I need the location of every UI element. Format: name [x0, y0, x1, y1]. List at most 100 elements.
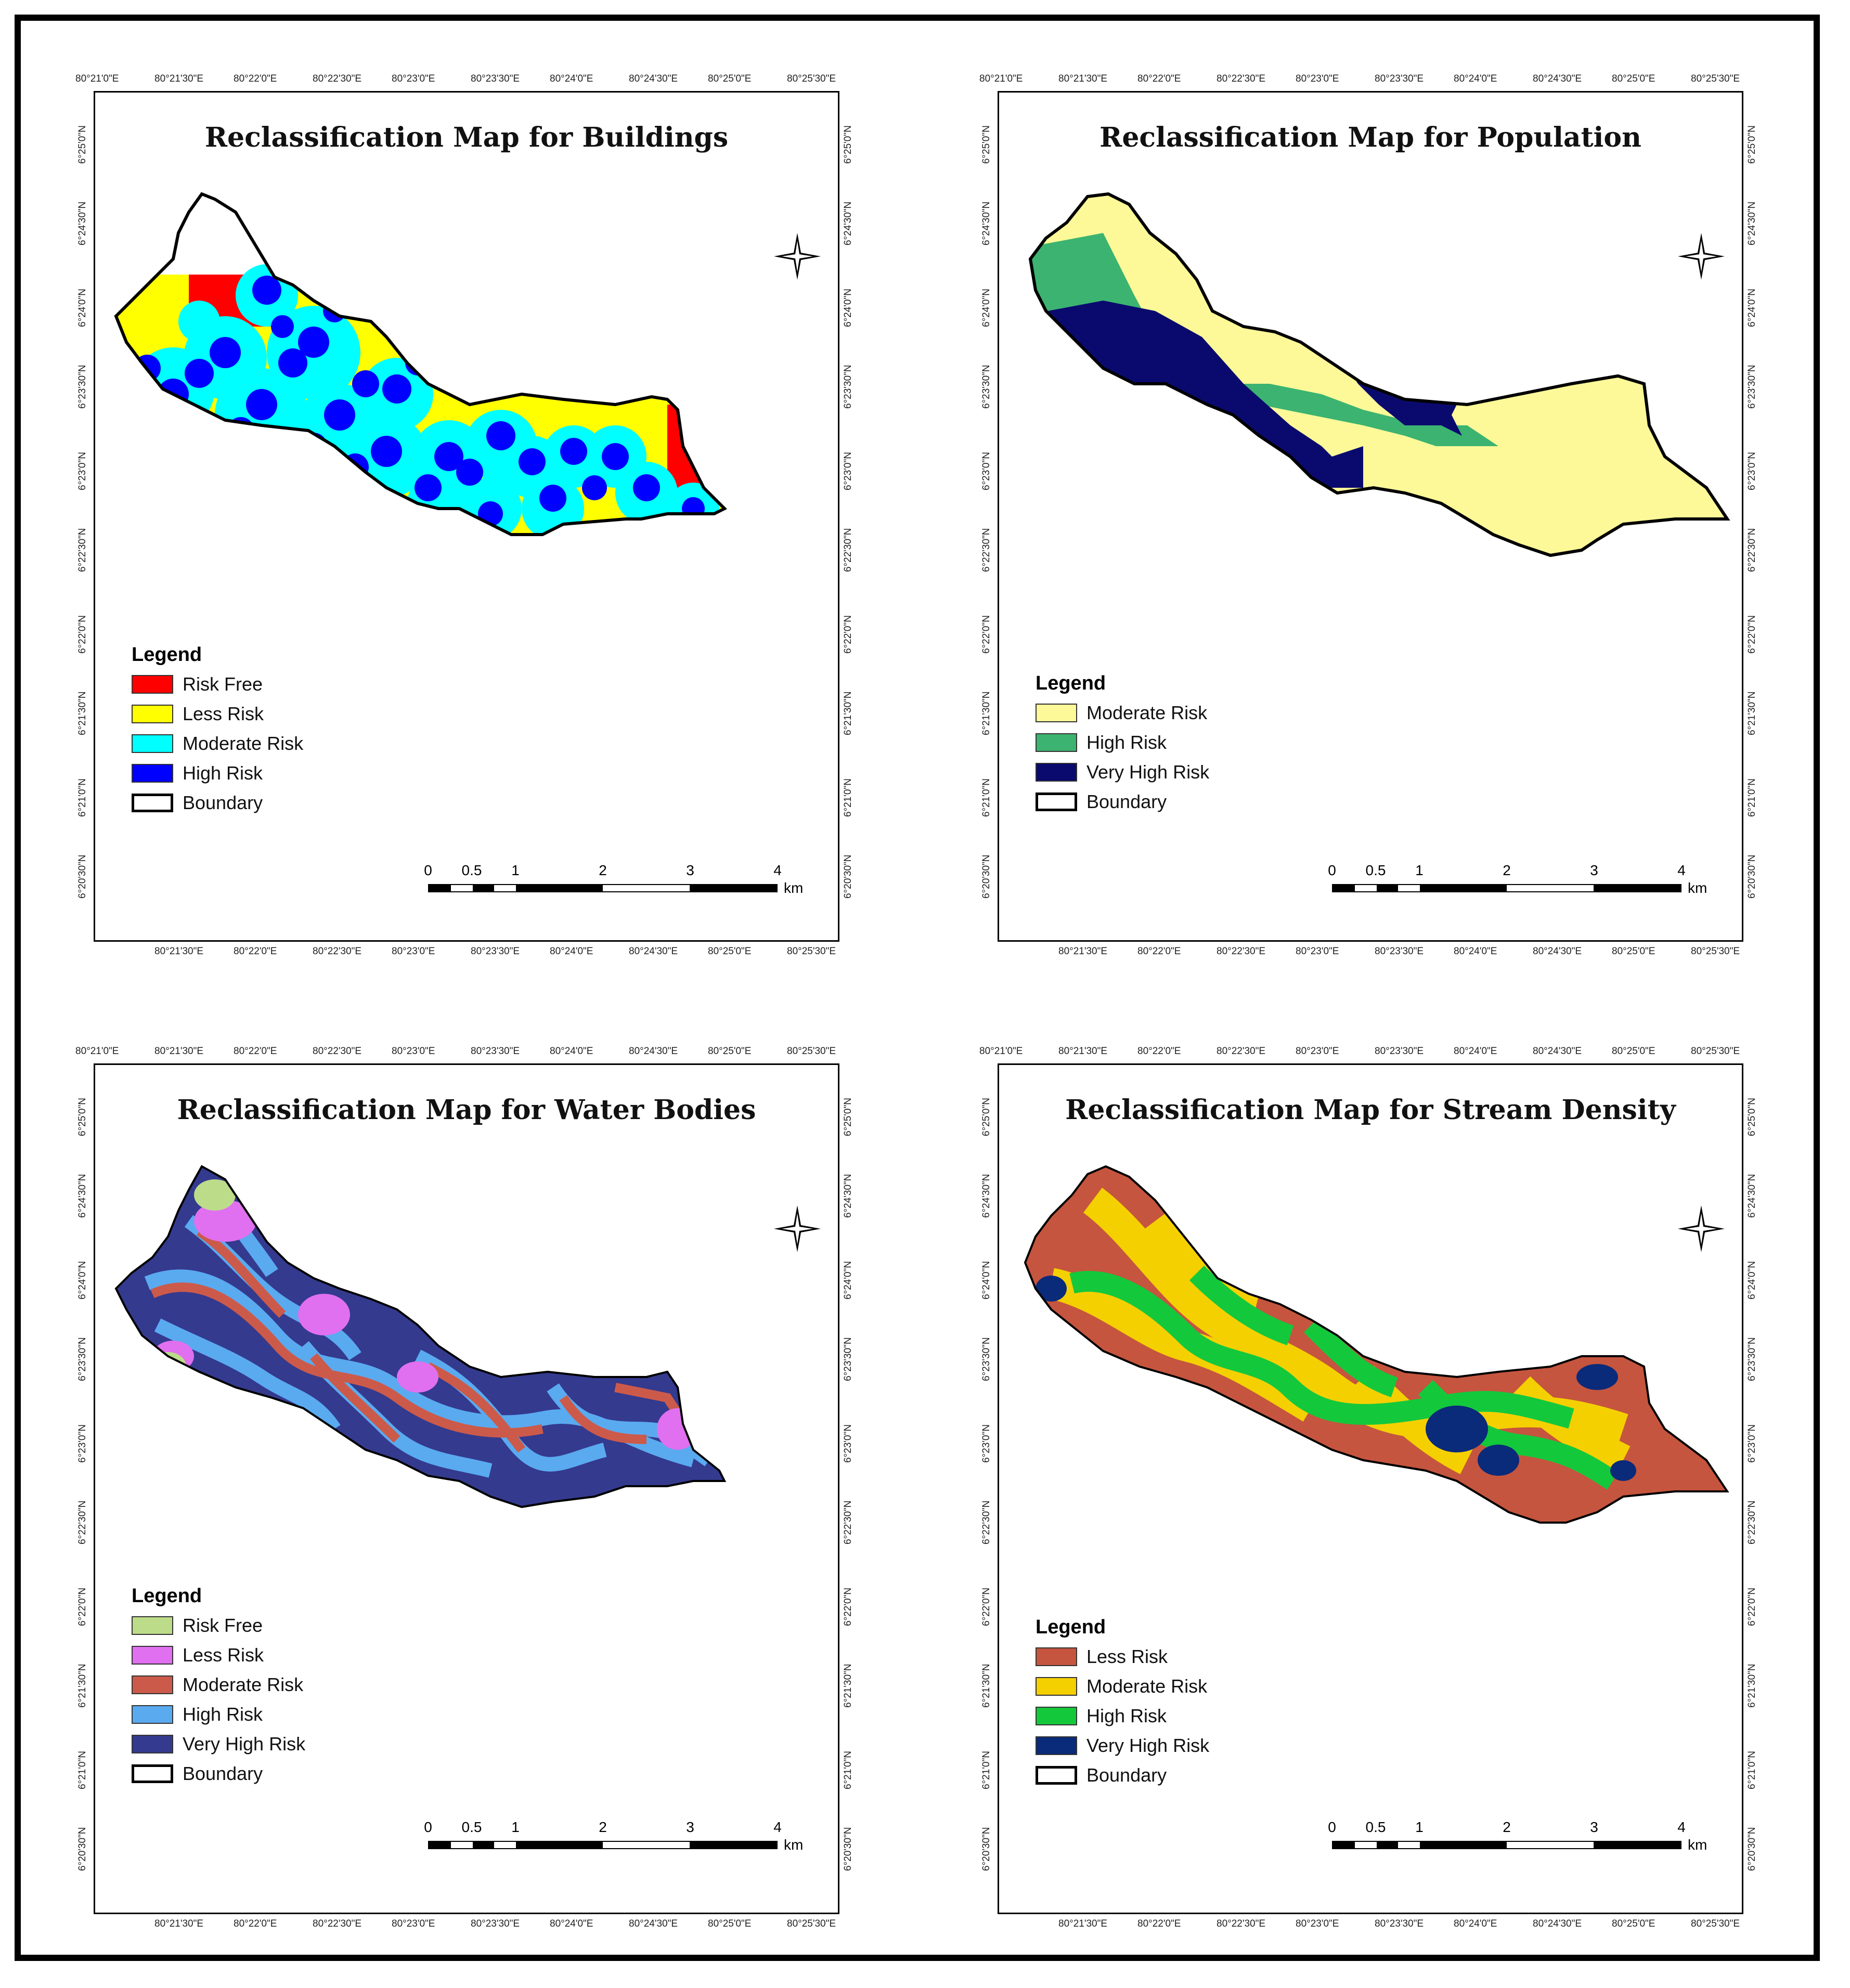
- legend: Legend Risk Free Less Risk Moderate Risk…: [132, 1585, 305, 1788]
- legend-swatch: [132, 1675, 173, 1694]
- latitude-label: 6°21'30"N: [1746, 691, 1757, 735]
- longitude-label: 80°21'30"E: [154, 1918, 204, 1929]
- latitude-label: 6°22'30"N: [1746, 528, 1757, 572]
- longitude-label: 80°24'30"E: [629, 1918, 678, 1929]
- scale-label: 4: [773, 1819, 782, 1835]
- legend-label: Moderate Risk: [183, 732, 304, 754]
- scale-label: 4: [773, 862, 782, 878]
- latitude-label: 6°21'0"N: [1746, 778, 1757, 817]
- latitude-label: 6°24'0"N: [77, 1261, 88, 1300]
- latitude-label: 6°21'0"N: [981, 778, 992, 817]
- scale-label: 0: [1328, 862, 1336, 878]
- longitude-label: 80°21'30"E: [154, 73, 204, 84]
- latitude-label: 6°21'0"N: [843, 778, 853, 817]
- longitude-label: 80°24'0"E: [550, 1046, 593, 1057]
- map-panel-population: Reclassification Map for Population Lege…: [998, 91, 1743, 942]
- latitude-label: 6°20'30"N: [77, 854, 88, 899]
- scale-label: 0.5: [461, 862, 482, 878]
- legend-item: High Risk: [132, 1699, 305, 1729]
- longitude-label: 80°21'30"E: [1058, 946, 1108, 957]
- latitude-label: 6°23'30"N: [981, 1337, 992, 1381]
- latitude-label: 6°25'0"N: [77, 125, 88, 164]
- longitude-label: 80°25'0"E: [1612, 73, 1655, 84]
- scale-label: 4: [1677, 1819, 1686, 1835]
- longitude-label: 80°25'30"E: [1691, 73, 1740, 84]
- longitude-label: 80°24'30"E: [1533, 73, 1582, 84]
- latitude-label: 6°22'30"N: [843, 528, 853, 572]
- longitude-label: 80°24'0"E: [550, 73, 593, 84]
- legend-swatch: [132, 1734, 173, 1753]
- legend-item: High Risk: [132, 758, 303, 788]
- longitude-label: 80°22'0"E: [234, 1918, 277, 1929]
- legend-item: Very High Risk: [1036, 1731, 1209, 1760]
- longitude-label: 80°25'30"E: [787, 1918, 836, 1929]
- latitude-label: 6°23'0"N: [981, 1424, 992, 1463]
- legend-item: Moderate Risk: [132, 729, 303, 758]
- latitude-label: 6°22'0"N: [843, 615, 853, 654]
- legend-label: Risk Free: [183, 673, 263, 695]
- legend-item: Very High Risk: [1036, 757, 1209, 787]
- longitude-label: 80°24'0"E: [550, 946, 593, 957]
- latitude-label: 6°21'30"N: [981, 1664, 992, 1708]
- longitude-label: 80°23'0"E: [1296, 73, 1339, 84]
- latitude-label: 6°23'0"N: [77, 1424, 88, 1463]
- map-canvas: [114, 1165, 727, 1509]
- longitude-label: 80°22'30"E: [313, 73, 362, 84]
- scale-label: 3: [1590, 862, 1598, 878]
- map-title: Reclassification Map for Population: [1099, 122, 1641, 153]
- scale-label: 0: [1328, 1819, 1336, 1835]
- latitude-label: 6°23'30"N: [77, 1337, 88, 1381]
- latitude-label: 6°23'30"N: [1746, 365, 1757, 409]
- map-canvas: [114, 192, 728, 536]
- legend-label: Very High Risk: [1086, 761, 1210, 783]
- latitude-label: 6°25'0"N: [981, 125, 992, 164]
- legend-label: Moderate Risk: [183, 1673, 304, 1695]
- longitude-label: 80°22'0"E: [234, 946, 277, 957]
- longitude-label: 80°23'0"E: [1296, 1918, 1339, 1929]
- longitude-label: 80°23'30"E: [1375, 1046, 1424, 1057]
- legend-item: Boundary: [132, 788, 303, 817]
- scale-label: 0.5: [1365, 1819, 1386, 1835]
- latitude-label: 6°22'0"N: [843, 1588, 853, 1626]
- latitude-label: 6°20'30"N: [843, 1827, 853, 1871]
- longitude-label: 80°25'30"E: [787, 73, 836, 84]
- longitude-label: 80°25'0"E: [708, 1046, 752, 1057]
- longitude-label: 80°24'30"E: [629, 946, 678, 957]
- latitude-label: 6°23'0"N: [1746, 1424, 1757, 1463]
- latitude-label: 6°24'30"N: [77, 1174, 88, 1218]
- legend-item: Boundary: [132, 1759, 305, 1788]
- longitude-label: 80°21'0"E: [979, 73, 1023, 84]
- longitude-label: 80°23'30"E: [1375, 946, 1424, 957]
- scale-label: 2: [599, 862, 607, 878]
- latitude-label: 6°22'30"N: [1746, 1500, 1757, 1544]
- map-title: Reclassification Map for Water Bodies: [177, 1094, 756, 1126]
- latitude-label: 6°22'0"N: [77, 615, 88, 654]
- legend-label: Boundary: [1086, 790, 1167, 812]
- longitude-label: 80°23'30"E: [471, 1918, 520, 1929]
- scale-label: 3: [686, 862, 694, 878]
- legend-swatch: [132, 1616, 173, 1635]
- scale-bar: 0 0.5 1 2 3 4 km: [1328, 1819, 1717, 1866]
- longitude-label: 80°22'0"E: [234, 73, 277, 84]
- compass-rose-icon: [771, 1203, 823, 1255]
- legend-item: Very High Risk: [132, 1729, 305, 1759]
- legend-item: Moderate Risk: [1036, 698, 1209, 727]
- legend-swatch: [1036, 762, 1077, 782]
- map-panel-stream-density: Reclassification Map for Stream Density …: [998, 1063, 1743, 1914]
- longitude-label: 80°25'30"E: [787, 1046, 836, 1057]
- longitude-label: 80°23'0"E: [392, 1918, 435, 1929]
- longitude-label: 80°21'30"E: [154, 1046, 204, 1057]
- longitude-label: 80°25'0"E: [708, 73, 752, 84]
- legend-item: Less Risk: [1036, 1642, 1209, 1671]
- longitude-label: 80°22'30"E: [1217, 946, 1266, 957]
- latitude-label: 6°24'0"N: [1746, 1261, 1757, 1300]
- longitude-label: 80°22'30"E: [1217, 1918, 1266, 1929]
- longitude-label: 80°22'30"E: [313, 946, 362, 957]
- scale-bar: 0 0.5 1 2 3 4 km: [424, 862, 813, 909]
- scale-unit: km: [1688, 1837, 1707, 1853]
- legend-swatch: [132, 674, 173, 694]
- scale-label: 2: [599, 1819, 607, 1835]
- legend-label: Risk Free: [183, 1614, 263, 1636]
- latitude-label: 6°21'0"N: [981, 1751, 992, 1789]
- latitude-label: 6°25'0"N: [77, 1098, 88, 1136]
